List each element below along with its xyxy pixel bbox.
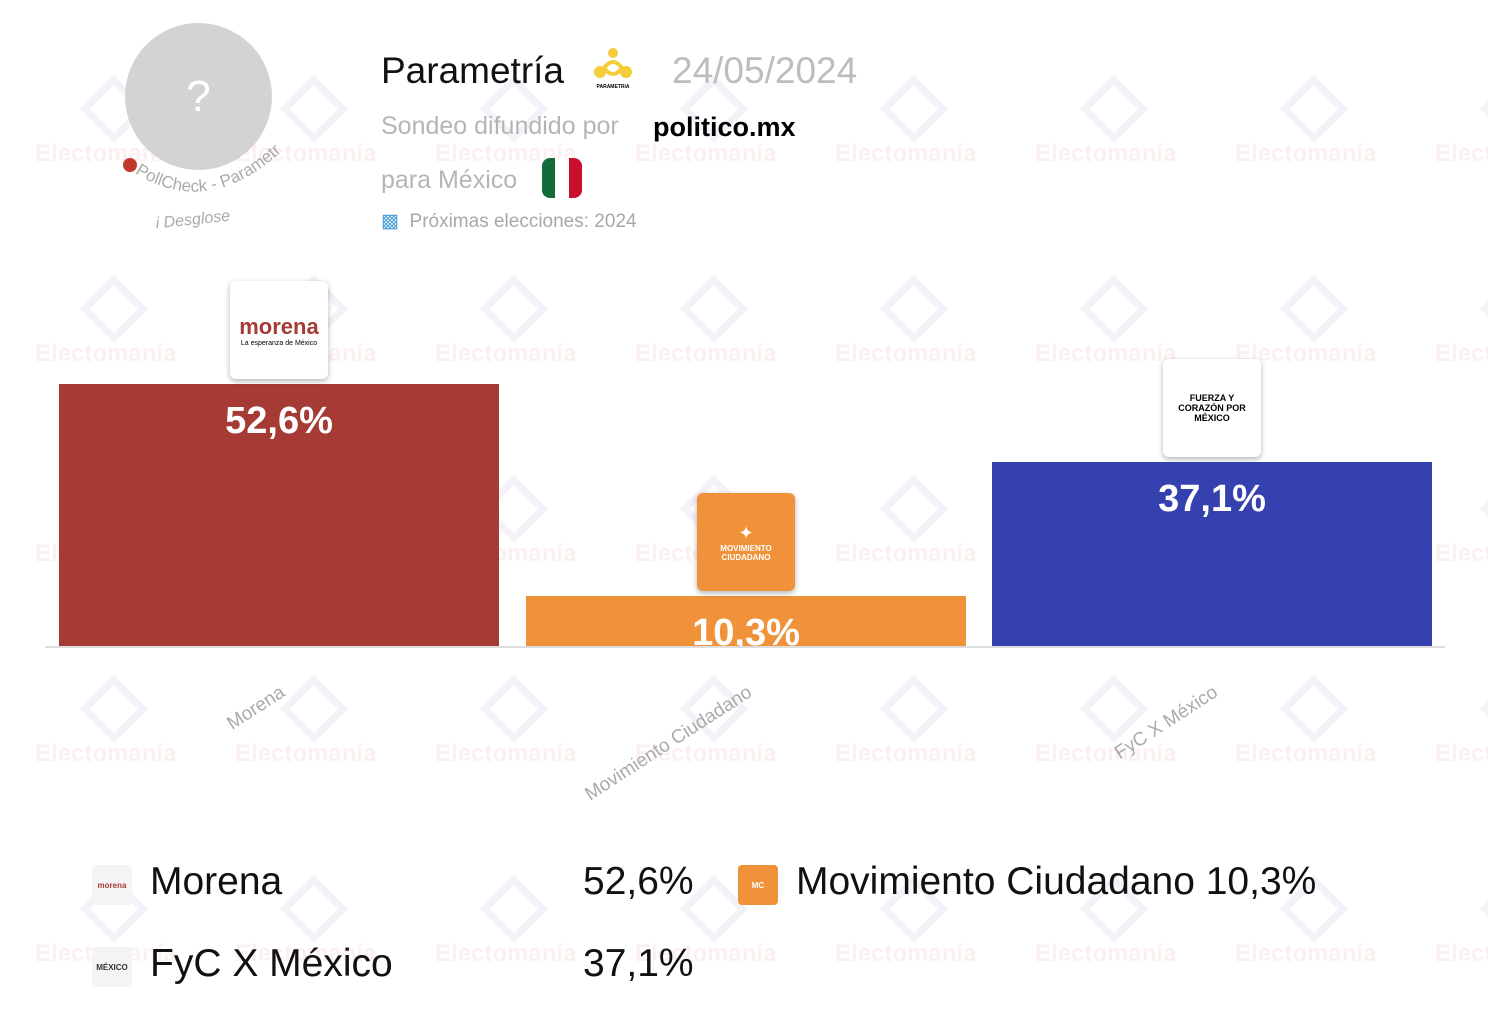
watermark-text: Electomanía — [1435, 740, 1488, 767]
watermark-icon — [1280, 675, 1348, 743]
watermark-text: Electomanía — [835, 940, 977, 967]
legend-label-mc: Movimiento Ciudadano 10,3% — [796, 860, 1317, 903]
watermark-text: Electomanía — [35, 740, 177, 767]
pollster-logo: PARAMETRíA — [594, 48, 632, 90]
value-label-morena: 52,6% — [225, 400, 333, 442]
watermark-text: Electomanía — [1435, 140, 1488, 167]
watermark-text: Electomanía — [35, 340, 177, 367]
poll-date: 24/05/2024 — [672, 50, 858, 91]
watermark-text: Electomanía — [435, 740, 577, 767]
watermark-icon — [80, 675, 148, 743]
x-tick-label-morena: Morena — [222, 681, 289, 735]
ballot-box-icon: ▩ — [381, 211, 399, 232]
watermark-icon — [880, 675, 948, 743]
watermark-text: Electomanía — [635, 140, 777, 167]
party-logo-fyc: FUERZA Y CORAZÓN POR MÉXICO — [1163, 358, 1261, 457]
watermark-text: Electomanía — [1035, 140, 1177, 167]
x-axis-line — [45, 646, 1445, 648]
watermark-text: Electomanía — [1035, 740, 1177, 767]
x-tick-label-fyc: FyC X México — [1110, 681, 1222, 764]
party-logo-morena: morena La esperanza de México — [230, 281, 328, 379]
watermark-icon — [1080, 275, 1148, 343]
watermark-icon — [480, 875, 548, 943]
breakdown-link[interactable]: Desglose — [163, 208, 231, 232]
watermark-text: Electomanía — [1435, 940, 1488, 967]
avatar-placeholder: ? — [186, 71, 211, 121]
legend-value-morena: 52,6% — [583, 860, 694, 903]
watermark-text: Electomanía — [435, 940, 577, 967]
watermark-text: Electomanía — [1235, 140, 1377, 167]
watermark-icon — [880, 475, 948, 543]
value-label-fyc: 37,1% — [1158, 477, 1266, 520]
bar-fyc[interactable] — [992, 461, 1432, 648]
watermark-text: Electomanía — [835, 740, 977, 767]
watermark-icon — [880, 75, 948, 143]
pollster-avatar: ? — [125, 23, 272, 170]
media-name: politico.mx — [653, 112, 796, 142]
watermark-text: Electomanía — [1035, 340, 1177, 367]
legend-value-fyc: 37,1% — [583, 942, 694, 985]
watermark-icon — [1480, 275, 1488, 343]
svg-text:i Desglose: i Desglose — [155, 208, 231, 233]
value-label-mc: 10,3% — [692, 612, 800, 655]
watermark-icon — [480, 275, 548, 343]
mexico-flag-icon — [542, 158, 582, 198]
legend-icon-morena: morena — [92, 865, 132, 905]
watermark-text: Electomanía — [1435, 540, 1488, 567]
watermark-icon — [880, 275, 948, 343]
watermark-icon — [280, 875, 348, 943]
legend-icon-mc: MC — [738, 865, 778, 905]
watermark-icon — [680, 275, 748, 343]
watermark-icon — [1480, 675, 1488, 743]
watermark-text: Electomanía — [835, 140, 977, 167]
country-label: para México — [381, 166, 518, 194]
legend-label-morena: Morena — [150, 860, 283, 903]
watermark-icon — [1480, 875, 1488, 943]
published-by-label: Sondeo difundido por — [381, 112, 619, 140]
info-icon: i — [155, 215, 165, 233]
watermark-icon — [80, 275, 148, 343]
watermark-text: Electomanía — [435, 340, 577, 367]
watermark-text: Electomanía — [835, 540, 977, 567]
watermark-text: Electomanía — [1035, 940, 1177, 967]
watermark-icon — [1480, 475, 1488, 543]
watermark-text: Electomanía — [635, 340, 777, 367]
watermark-icon — [280, 675, 348, 743]
legend-label-fyc: FyC X México — [150, 942, 393, 985]
bar-mc[interactable] — [526, 596, 966, 648]
watermark-icon — [1080, 75, 1148, 143]
svg-text:PARAMETRíA: PARAMETRíA — [597, 84, 630, 90]
watermark-icon — [1280, 75, 1348, 143]
watermark-icon — [1280, 275, 1348, 343]
watermark-text: Electomanía — [835, 340, 977, 367]
next-elections-label: Próximas elecciones: 2024 — [409, 211, 637, 232]
pollcheck-link[interactable]: PollCheck - Parametría i Desglose — [108, 140, 298, 240]
watermark-text: Electomanía — [235, 740, 377, 767]
bar-morena[interactable] — [59, 384, 499, 648]
party-logo-mc: ✦ MOVIMIENTO CIUDADANO — [697, 493, 795, 592]
watermark-text: Electomanía — [1235, 740, 1377, 767]
watermark-icon — [480, 675, 548, 743]
watermark-icon — [1480, 75, 1488, 143]
watermark-text: Electomanía — [1235, 940, 1377, 967]
x-tick-label-mc: Movimiento Ciudadano — [581, 681, 756, 806]
target-icon — [123, 158, 137, 172]
watermark-icon — [280, 75, 348, 143]
next-elections: ▩ Próximas elecciones: 2024 — [381, 210, 637, 233]
legend-icon-fyc: MÉXICO — [92, 947, 132, 987]
pollster-name: Parametría — [381, 50, 565, 91]
watermark-text: Electomanía — [1435, 340, 1488, 367]
